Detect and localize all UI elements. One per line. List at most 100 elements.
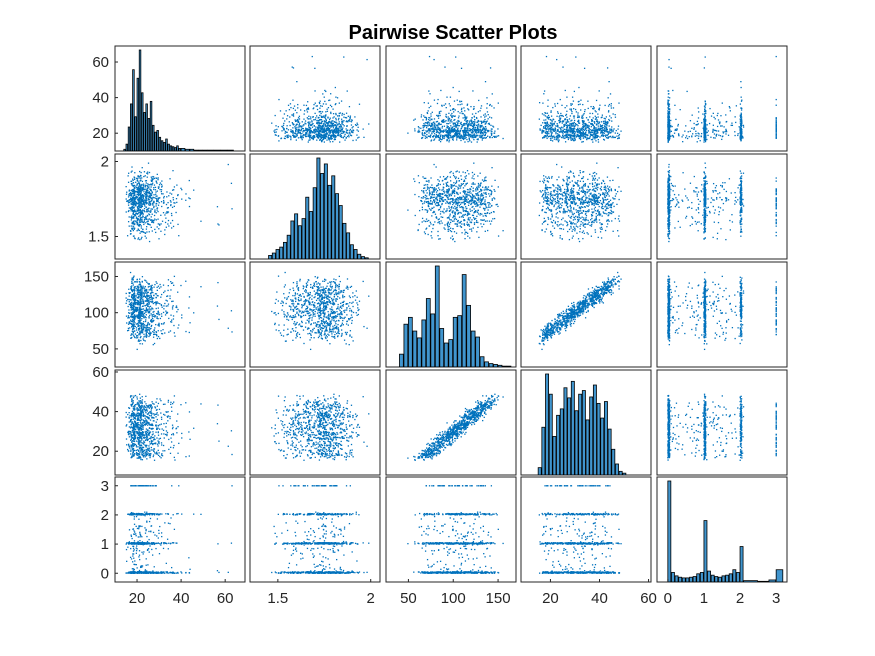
scatter-point (432, 123, 434, 126)
scatter-point (425, 116, 427, 119)
scatter-point (144, 199, 146, 201)
scatter-point (147, 171, 149, 173)
scatter-point (138, 221, 141, 223)
scatter-point (452, 129, 455, 132)
scatter-point (328, 124, 330, 127)
scatter-point (448, 141, 450, 143)
scatter-point (326, 129, 328, 132)
scatter-point (318, 130, 320, 132)
histogram-bar (286, 234, 291, 259)
scatter-point (582, 114, 584, 116)
scatter-point (352, 139, 354, 142)
scatter-point (596, 120, 599, 122)
scatter-point (140, 201, 142, 203)
scatter-point (461, 137, 464, 140)
scatter-point (310, 124, 312, 126)
scatter-point (477, 221, 479, 224)
scatter-point (700, 132, 703, 135)
scatter-point (324, 116, 326, 119)
scatter-point (703, 134, 706, 136)
scatter-point (143, 203, 146, 206)
scatter-point (556, 58, 558, 61)
scatter-point (321, 140, 323, 143)
scatter-point (152, 175, 154, 178)
scatter-point (289, 135, 291, 137)
scatter-point (140, 179, 142, 182)
scatter-point (702, 113, 704, 115)
scatter-point (429, 93, 431, 95)
scatter-point (573, 127, 575, 129)
scatter-point (327, 116, 329, 118)
scatter-point (442, 193, 444, 196)
panel-r0-c3 (520, 45, 652, 152)
scatter-point (590, 122, 592, 125)
scatter-point (667, 135, 669, 137)
scatter-point (668, 119, 671, 122)
scatter-point (470, 141, 473, 143)
scatter-point (418, 129, 420, 131)
scatter-point (135, 201, 137, 203)
scatter-point (481, 226, 483, 228)
scatter-point (444, 121, 446, 123)
scatter-point (298, 115, 301, 117)
scatter-point (435, 191, 438, 193)
scatter-point (463, 130, 466, 132)
scatter-point (133, 209, 136, 211)
scatter-point (477, 226, 479, 229)
scatter-point (596, 119, 598, 121)
scatter-point (573, 137, 575, 139)
scatter-point (456, 137, 458, 139)
scatter-point (467, 132, 469, 134)
scatter-point (329, 130, 331, 132)
scatter-point (146, 172, 148, 174)
scatter-point (433, 58, 435, 61)
scatter-point (152, 176, 155, 178)
scatter-point (557, 129, 559, 131)
scatter-point (545, 126, 547, 128)
scatter-point (472, 137, 474, 139)
scatter-point (595, 99, 598, 102)
scatter-point (303, 118, 305, 120)
scatter-point (341, 120, 343, 122)
scatter-point (432, 122, 434, 124)
scatter-point (775, 123, 777, 125)
scatter-point (469, 120, 471, 122)
scatter-point (455, 125, 457, 127)
scatter-point (321, 126, 323, 128)
scatter-point (490, 134, 493, 136)
scatter-point (740, 116, 742, 119)
scatter-point (577, 116, 579, 118)
scatter-point (465, 132, 467, 134)
scatter-point (572, 122, 574, 124)
scatter-point (588, 121, 590, 124)
scatter-point (168, 225, 170, 227)
scatter-point (305, 123, 307, 125)
scatter-point (328, 120, 330, 123)
scatter-point (146, 208, 148, 210)
scatter-point (704, 101, 706, 103)
scatter-point (584, 108, 586, 111)
scatter-point (457, 130, 459, 133)
scatter-point (608, 110, 610, 112)
scatter-point (139, 215, 141, 217)
scatter-point (155, 191, 157, 193)
scatter-point (482, 202, 484, 205)
scatter-point (480, 105, 483, 107)
scatter-point (287, 104, 290, 106)
scatter-point (334, 138, 337, 141)
scatter-point (544, 134, 547, 137)
scatter-point (128, 189, 131, 191)
scatter-point (443, 125, 446, 127)
scatter-point (467, 134, 469, 136)
scatter-point (137, 207, 139, 210)
scatter-point (340, 100, 343, 102)
scatter-point (703, 67, 706, 69)
scatter-point (476, 117, 478, 120)
scatter-point (425, 198, 427, 200)
scatter-point (340, 136, 343, 138)
scatter-point (136, 184, 138, 186)
scatter-point (595, 136, 598, 139)
scatter-point (438, 187, 440, 189)
scatter-point (356, 134, 358, 136)
scatter-point (601, 131, 603, 133)
